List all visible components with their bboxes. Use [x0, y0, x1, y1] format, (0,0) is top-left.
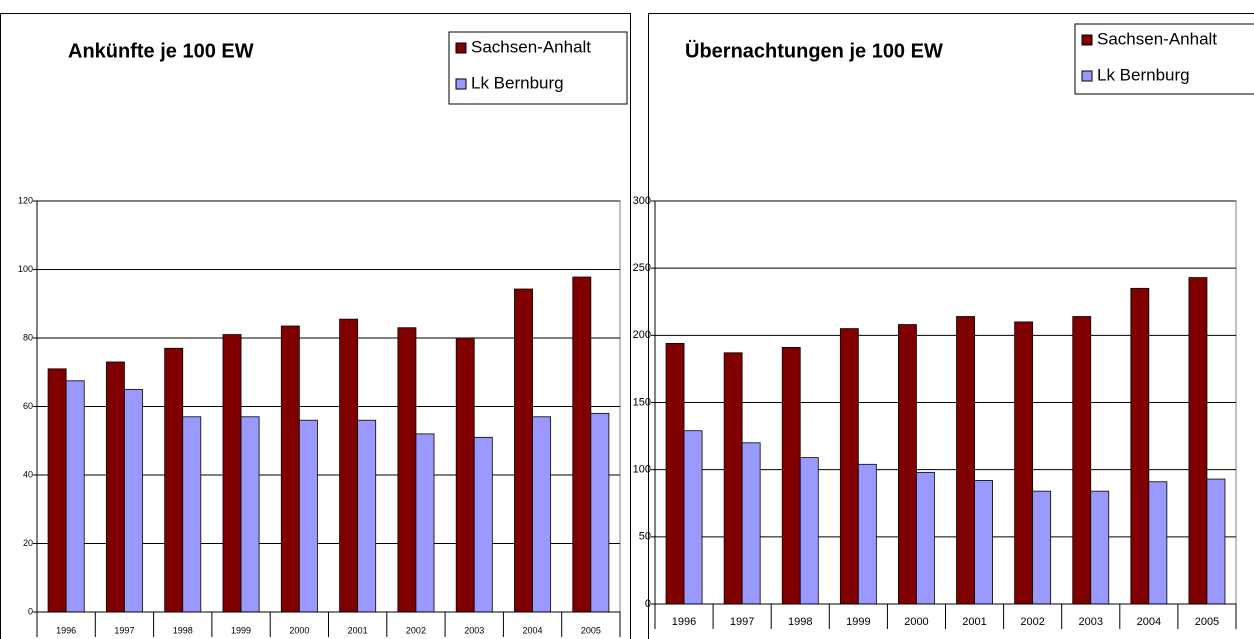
x-tick-label: 1998 — [173, 625, 193, 635]
x-tick-label: 2004 — [1137, 616, 1161, 628]
y-tick-label: 20 — [23, 538, 33, 548]
bar — [222, 334, 242, 613]
bar — [1072, 316, 1092, 605]
bar — [1148, 481, 1168, 605]
x-tick-label: 2002 — [406, 625, 426, 635]
bar — [974, 480, 993, 605]
bar — [298, 419, 318, 613]
legend-swatch — [1081, 70, 1093, 82]
x-tick-label: 1999 — [231, 625, 251, 635]
x-tick-label: 1997 — [730, 616, 754, 628]
y-tick-label: 100 — [633, 464, 651, 476]
legend-swatch — [455, 42, 467, 54]
bar — [1188, 277, 1208, 605]
legend-box — [448, 31, 628, 105]
bar — [473, 436, 493, 613]
y-tick-label: 300 — [633, 195, 651, 207]
y-tick-label: 250 — [633, 262, 651, 274]
chart-title: Übernachtungen je 100 EW — [685, 39, 943, 62]
legend-swatch — [455, 78, 467, 90]
bar — [357, 419, 377, 613]
legend-label: Lk Bernburg — [471, 73, 564, 92]
bar — [1032, 490, 1052, 605]
bar — [741, 442, 761, 605]
bar — [1130, 287, 1150, 605]
y-tick-label: 120 — [18, 195, 33, 205]
legend-box — [1074, 23, 1254, 95]
x-tick-label: 1999 — [846, 616, 870, 628]
bar — [65, 380, 85, 613]
x-tick-label: 2002 — [1020, 616, 1044, 628]
y-tick-label: 50 — [639, 531, 651, 543]
bar — [182, 416, 202, 613]
legend-swatch — [1081, 34, 1093, 46]
x-tick-label: 2005 — [1195, 616, 1219, 628]
x-tick-label: 2001 — [348, 625, 368, 635]
bar — [723, 352, 743, 605]
bar — [683, 430, 703, 605]
bar — [339, 318, 359, 613]
y-tick-label: 0 — [645, 598, 651, 610]
x-tick-label: 1996 — [56, 625, 76, 635]
x-tick-label: 2003 — [1079, 616, 1103, 628]
bar — [839, 328, 859, 605]
y-tick-label: 40 — [23, 469, 33, 479]
bar — [781, 347, 801, 605]
chart-frame — [0, 13, 631, 639]
bar — [397, 327, 417, 613]
bar — [240, 416, 260, 613]
bar — [514, 288, 533, 613]
bar — [415, 433, 435, 613]
bar — [47, 368, 67, 613]
bar — [280, 325, 300, 613]
y-tick-label: 100 — [18, 264, 33, 274]
y-tick-label: 150 — [633, 396, 651, 408]
bar — [1090, 490, 1110, 605]
bar — [665, 342, 685, 605]
bar — [532, 416, 552, 613]
x-tick-label: 2004 — [523, 625, 543, 635]
bar — [572, 276, 592, 613]
bar — [164, 347, 184, 613]
legend-label: Lk Bernburg — [1097, 65, 1190, 84]
bar — [105, 361, 125, 613]
legend-label: Sachsen-Anhalt — [471, 37, 591, 56]
legend-label: Sachsen-Anhalt — [1097, 29, 1217, 48]
y-tick-label: 80 — [23, 332, 33, 342]
x-tick-label: 2000 — [904, 616, 928, 628]
bar — [898, 324, 917, 605]
x-tick-label: 2005 — [581, 625, 601, 635]
chart-title: Ankünfte je 100 EW — [68, 40, 254, 62]
y-tick-label: 0 — [28, 606, 33, 616]
bar — [956, 316, 975, 605]
chart-frame — [648, 13, 1254, 639]
x-tick-label: 2003 — [464, 625, 484, 635]
bar — [1206, 478, 1226, 605]
x-tick-label: 1998 — [788, 616, 812, 628]
bar — [590, 412, 610, 613]
x-tick-label: 2000 — [289, 625, 309, 635]
bar — [799, 457, 819, 605]
x-tick-label: 1996 — [672, 616, 696, 628]
x-tick-label: 2001 — [962, 616, 986, 628]
bar — [916, 471, 935, 605]
y-tick-label: 200 — [633, 329, 651, 341]
y-tick-label: 60 — [23, 401, 33, 411]
bar — [1014, 321, 1034, 605]
x-tick-label: 1997 — [114, 625, 134, 635]
bar — [857, 463, 877, 605]
bar — [124, 388, 143, 613]
bar — [455, 337, 475, 613]
